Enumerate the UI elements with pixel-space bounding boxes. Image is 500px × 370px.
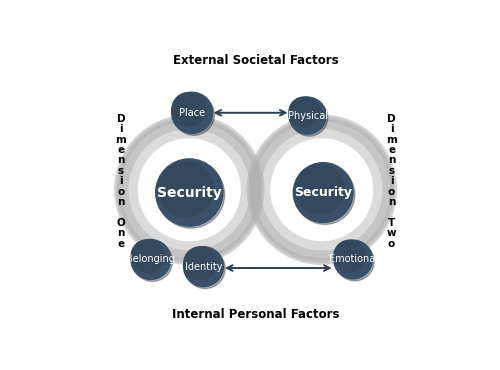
Circle shape [184,247,224,286]
Circle shape [336,242,374,281]
Circle shape [132,242,172,282]
Circle shape [156,159,223,226]
Text: Security: Security [294,186,352,199]
Circle shape [172,92,212,133]
Circle shape [296,165,344,213]
Circle shape [334,240,372,279]
Text: Emotional: Emotional [328,255,378,265]
Circle shape [131,240,164,272]
Text: Belonging: Belonging [126,255,176,265]
Circle shape [172,92,206,126]
Text: Physical: Physical [288,111,328,121]
Circle shape [186,249,225,289]
Text: External Societal Factors: External Societal Factors [174,54,339,67]
Text: Identity: Identity [185,262,222,272]
Text: D
i
m
e
n
s
i
o
n
 
O
n
e: D i m e n s i o n O n e [116,114,126,249]
Circle shape [334,240,366,272]
Circle shape [290,99,328,136]
Circle shape [184,247,216,280]
Text: D
i
m
e
n
s
i
o
n
 
T
w
o: D i m e n s i o n T w o [386,114,397,249]
Circle shape [295,165,355,225]
Circle shape [174,94,214,135]
Circle shape [158,161,224,228]
Circle shape [158,162,214,217]
Text: Internal Personal Factors: Internal Personal Factors [172,308,340,321]
Circle shape [294,163,353,222]
Circle shape [289,97,326,134]
Circle shape [289,97,320,127]
Text: Place: Place [179,108,205,118]
Text: Security: Security [157,185,222,199]
Circle shape [131,239,171,279]
